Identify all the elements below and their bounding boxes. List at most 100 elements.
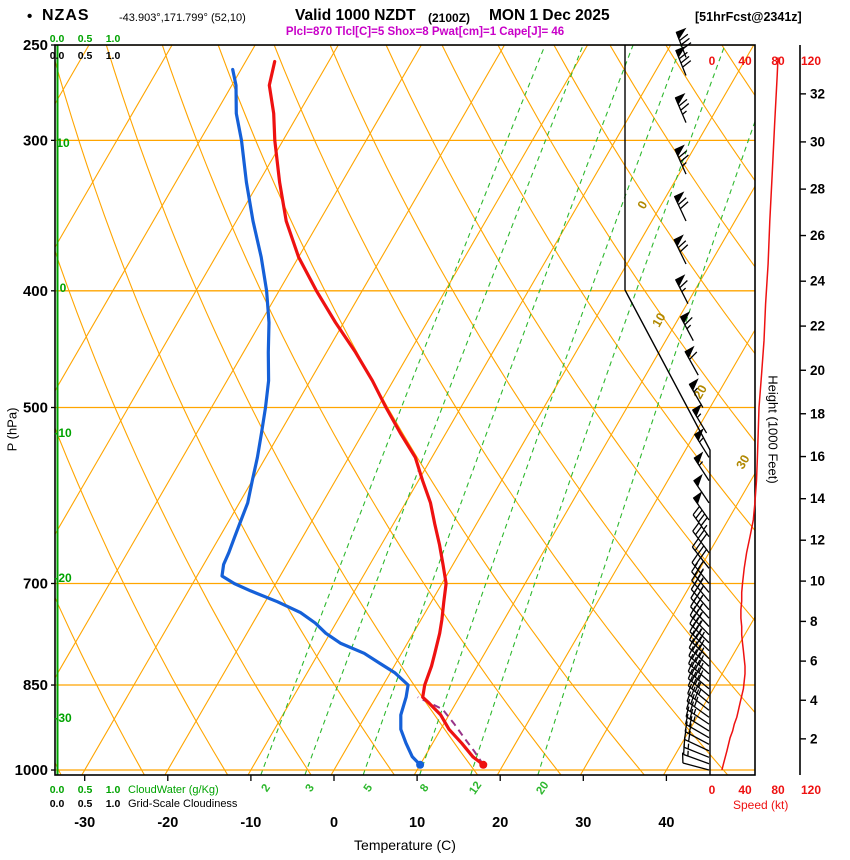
wind-barb	[675, 27, 692, 58]
svg-text:-10: -10	[54, 426, 72, 440]
wind-barb	[690, 580, 710, 611]
title-bar: • NZAS -43.903°,171.799° (52,10) Valid 1…	[0, 0, 850, 40]
svg-text:0.5: 0.5	[78, 784, 93, 796]
wind-barb	[689, 614, 710, 644]
valid-time: Valid 1000 NZDT	[295, 7, 416, 24]
wind-barbs	[673, 27, 710, 771]
station-id: NZAS	[42, 7, 90, 24]
wind-barb	[691, 571, 710, 602]
svg-text:-20: -20	[157, 815, 178, 831]
speed-curve	[721, 57, 779, 771]
cloudwater-axis-label: CloudWater (g/Kg)	[128, 784, 219, 796]
svg-text:0: 0	[330, 815, 338, 831]
svg-text:3: 3	[303, 782, 317, 794]
wind-barb	[687, 675, 710, 704]
svg-text:40: 40	[658, 815, 674, 831]
wind-barb	[679, 311, 694, 341]
svg-text:-30: -30	[54, 711, 72, 725]
wind-barb	[688, 646, 710, 675]
svg-text:-30: -30	[74, 815, 95, 831]
svg-text:20: 20	[691, 382, 710, 401]
wind-barb	[675, 274, 689, 305]
wind-barb	[674, 93, 690, 123]
wind-barb	[687, 683, 710, 711]
svg-text:10: 10	[409, 815, 425, 831]
station-coordinates: -43.903°,171.799° (52,10)	[119, 12, 246, 24]
svg-text:28: 28	[810, 182, 826, 197]
temperature-axis-label: Temperature (C)	[354, 837, 456, 853]
svg-text:500: 500	[23, 400, 48, 417]
wind-barb	[691, 538, 710, 569]
svg-text:16: 16	[810, 449, 826, 464]
svg-text:10: 10	[56, 136, 70, 150]
svg-text:12: 12	[810, 533, 825, 548]
svg-text:700: 700	[23, 575, 48, 592]
svg-text:1.0: 1.0	[106, 50, 121, 62]
svg-text:14: 14	[810, 491, 826, 506]
wind-barb	[688, 378, 704, 408]
wind-barb	[684, 345, 699, 376]
svg-text:0.5: 0.5	[78, 798, 93, 810]
svg-text:32: 32	[810, 86, 825, 101]
svg-text:6: 6	[810, 654, 818, 669]
wind-barb	[692, 506, 710, 538]
svg-text:0.5: 0.5	[78, 50, 93, 62]
svg-text:2: 2	[259, 782, 273, 794]
wind-barb	[691, 553, 710, 584]
svg-text:26: 26	[810, 228, 826, 243]
sounding-parameters: Plcl=870 Tlcl[C]=5 Shox=8 Pwat[cm]=1 Cap…	[285, 26, 565, 38]
wind-barb	[688, 638, 710, 667]
svg-text:40: 40	[738, 783, 752, 797]
wind-barb	[690, 588, 710, 619]
svg-text:20: 20	[810, 363, 825, 378]
dewpoint-curve	[220, 67, 422, 767]
wind-barb	[684, 721, 710, 745]
wind-barb	[692, 522, 710, 554]
svg-text:-10: -10	[240, 815, 261, 831]
svg-text:0.0: 0.0	[50, 798, 65, 810]
wind-barb	[674, 144, 689, 175]
wind-barb	[688, 653, 710, 682]
speed-axis-label: Speed (kt)	[733, 798, 789, 812]
svg-text:120: 120	[801, 783, 821, 797]
svg-text:0.0: 0.0	[50, 784, 65, 796]
svg-text:0.0: 0.0	[50, 50, 65, 62]
height-axis-label: Height (1000 Feet)	[765, 375, 781, 484]
svg-text:1.0: 1.0	[106, 798, 121, 810]
svg-text:4: 4	[810, 693, 818, 708]
svg-text:250: 250	[23, 37, 48, 54]
wind-barb	[694, 428, 710, 458]
svg-text:0: 0	[709, 54, 716, 68]
svg-text:8: 8	[418, 782, 432, 795]
svg-text:0: 0	[635, 198, 651, 211]
svg-text:2: 2	[810, 731, 818, 746]
surface-dewpoint-dot	[416, 760, 425, 769]
svg-text:80: 80	[771, 783, 785, 797]
svg-text:0: 0	[709, 783, 716, 797]
svg-text:5: 5	[362, 782, 376, 795]
svg-text:300: 300	[23, 132, 48, 149]
svg-text:20: 20	[492, 815, 508, 831]
svg-text:20: 20	[534, 780, 551, 797]
wind-barb	[693, 473, 710, 504]
plot-frame	[54, 44, 756, 776]
svg-text:120: 120	[801, 54, 821, 68]
svg-text:40: 40	[738, 54, 752, 68]
station-bullet-icon: •	[27, 8, 33, 25]
forecast-hour: [51hrFcst@2341z]	[695, 10, 802, 24]
parcel-curve	[417, 696, 485, 766]
wind-barb	[673, 191, 689, 222]
valid-time-zulu: (2100Z)	[428, 11, 471, 25]
svg-text:10: 10	[810, 574, 825, 589]
pressure-axis-label: P (hPa)	[4, 407, 20, 452]
wind-barb	[693, 451, 710, 481]
svg-text:0.5: 0.5	[78, 33, 93, 45]
wind-barb	[685, 698, 710, 725]
valid-date: MON 1 Dec 2025	[489, 7, 610, 24]
wind-barb	[685, 706, 710, 732]
svg-text:0.0: 0.0	[50, 33, 65, 45]
